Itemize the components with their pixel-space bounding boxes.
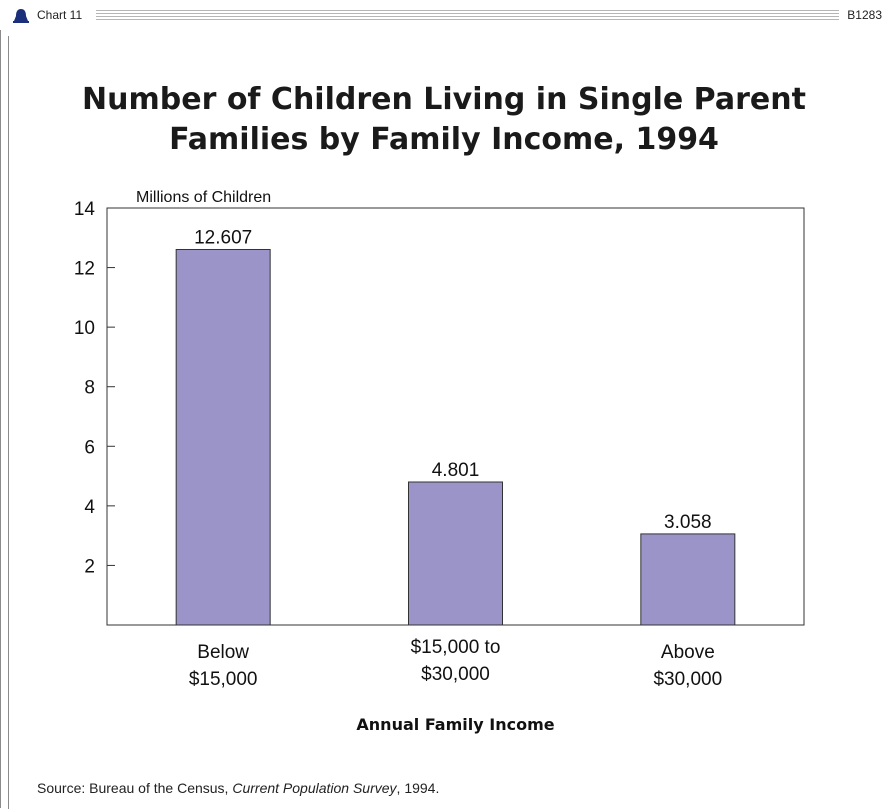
source-text: Bureau of the Census, — [85, 780, 233, 796]
bars — [175, 248, 736, 626]
chart-title-line-1: Number of Children Living in Single Pare… — [82, 82, 806, 117]
y-axis-label: Millions of Children — [136, 189, 271, 206]
chart-code: B1283 — [847, 8, 882, 22]
title-bar-rule — [96, 10, 840, 20]
source-publication: Current Population Survey — [232, 780, 397, 796]
category-label: $15,000 — [189, 669, 258, 690]
y-tick-label: 2 — [84, 556, 95, 577]
bar-value-label: 3.058 — [664, 512, 712, 533]
category-label: $30,000 — [653, 669, 722, 690]
chart-title-line-2: Families by Family Income, 1994 — [169, 122, 719, 157]
category-label: Above — [661, 642, 715, 663]
category-label: $30,000 — [421, 664, 490, 685]
category-label: $15,000 to — [411, 637, 501, 658]
chart-number: Chart 11 — [37, 8, 83, 22]
bar — [640, 533, 736, 626]
category-label: Below — [197, 642, 249, 663]
chart-title: Number of Children Living in Single Pare… — [0, 80, 888, 160]
bar — [408, 481, 503, 626]
category-labels: Below $15,000 $15,000 to $30,000 Above $30,00… — [189, 637, 722, 690]
bar-value-label: 4.801 — [432, 460, 480, 481]
y-axis-ticks: 2 4 6 8 10 12 14 — [74, 199, 115, 577]
source-note: Source: Bureau of the Census, Current Po… — [37, 780, 439, 796]
bar-value-label: 12.607 — [194, 227, 252, 248]
inner-frame — [8, 36, 888, 809]
source-prefix: Source: — [37, 780, 86, 796]
y-tick-label: 8 — [84, 378, 95, 399]
x-axis-title: Annual Family Income — [356, 715, 554, 734]
y-tick-label: 14 — [74, 199, 96, 220]
bar — [175, 248, 271, 626]
y-tick-label: 4 — [84, 497, 95, 518]
value-labels: 12.607 4.801 3.058 — [194, 227, 712, 532]
y-tick-label: 12 — [74, 259, 95, 280]
y-tick-label: 10 — [74, 318, 95, 339]
title-bar: Chart 11 B1283 — [0, 0, 888, 30]
y-tick-label: 6 — [84, 437, 95, 458]
source-year: , 1994. — [396, 780, 440, 796]
bell-icon — [13, 9, 29, 23]
